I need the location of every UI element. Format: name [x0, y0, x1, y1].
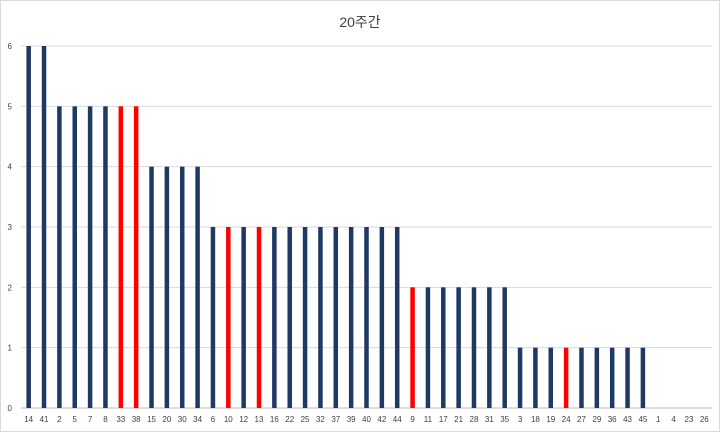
x-tick-label: 8	[103, 415, 108, 424]
x-tick-label: 45	[638, 415, 647, 424]
x-tick-label: 35	[500, 415, 509, 424]
x-tick-label: 32	[316, 415, 325, 424]
x-tick-label: 2	[57, 415, 62, 424]
bar-33	[118, 106, 124, 408]
bar-30	[179, 166, 185, 408]
x-tick-label: 29	[592, 415, 601, 424]
bar-29	[594, 347, 600, 408]
bar-8	[103, 106, 108, 408]
x-tick-label: 30	[178, 415, 187, 424]
bar-32	[318, 227, 323, 408]
bar-35	[502, 287, 507, 408]
x-tick-label: 5	[73, 415, 78, 424]
y-tick-label: 0	[8, 404, 13, 413]
x-tick-label: 11	[424, 415, 433, 424]
x-tick-label: 40	[362, 415, 371, 424]
y-tick-label: 3	[8, 223, 13, 232]
y-axis: 0 1 2 3 4 5 6	[8, 42, 13, 413]
x-tick-label: 39	[347, 415, 356, 424]
bar-42	[379, 227, 385, 408]
x-tick-label: 10	[224, 415, 233, 424]
x-tick-label: 6	[211, 415, 216, 424]
x-tick-label: 1	[656, 415, 661, 424]
x-tick-label: 15	[147, 415, 156, 424]
x-tick-label: 36	[608, 415, 617, 424]
bar-45	[640, 347, 646, 408]
bar-12	[241, 227, 246, 408]
x-tick-label: 4	[671, 415, 676, 424]
x-tick-label: 37	[331, 415, 340, 424]
x-tick-label: 3	[518, 415, 523, 424]
x-tick-label: 17	[439, 415, 448, 424]
bar-7	[87, 106, 93, 408]
bars	[26, 46, 646, 408]
x-tick-label: 22	[285, 415, 294, 424]
bar-22	[287, 227, 292, 408]
bar-15	[149, 166, 154, 408]
bar-44	[394, 227, 400, 408]
x-tick-label: 42	[377, 415, 386, 424]
bar-20	[164, 166, 170, 408]
x-tick-label: 34	[193, 415, 202, 424]
x-tick-label: 16	[270, 415, 279, 424]
y-tick-label: 5	[8, 102, 13, 111]
bar-31	[487, 287, 492, 408]
bar-21	[456, 287, 461, 408]
bar-43	[625, 347, 630, 408]
x-tick-label: 7	[88, 415, 93, 424]
bar-34	[195, 166, 200, 408]
y-tick-label: 6	[8, 42, 13, 51]
bar-28	[471, 287, 477, 408]
bar-10	[226, 227, 231, 408]
x-tick-label: 43	[623, 415, 632, 424]
bar-27	[579, 347, 584, 408]
x-tick-label: 31	[485, 415, 494, 424]
bar-40	[364, 227, 369, 408]
x-tick-label: 13	[255, 415, 264, 424]
x-tick-label: 25	[301, 415, 310, 424]
x-tick-label: 12	[239, 415, 248, 424]
bar-5	[72, 106, 77, 408]
bar-18	[533, 347, 538, 408]
bar-6	[210, 227, 216, 408]
x-tick-label: 27	[577, 415, 586, 424]
bar-39	[348, 227, 354, 408]
x-tick-label: 44	[393, 415, 402, 424]
x-tick-label: 33	[116, 415, 125, 424]
x-tick-label: 26	[700, 415, 709, 424]
x-axis: 14 41 2 5 7 8 33 38 15 20 30 34 6 10 12 13 16 22 25 32 37 39 4…	[24, 415, 709, 424]
bar-2	[57, 106, 62, 408]
bar-25	[302, 227, 308, 408]
bar-37	[333, 227, 339, 408]
x-tick-label: 23	[685, 415, 694, 424]
x-tick-label: 14	[24, 415, 33, 424]
y-tick-label: 2	[8, 283, 13, 292]
bar-11	[425, 287, 431, 408]
x-tick-label: 9	[410, 415, 415, 424]
bar-17	[441, 287, 446, 408]
x-tick-label: 21	[454, 415, 463, 424]
bar-41	[41, 46, 47, 408]
y-tick-label: 1	[8, 344, 13, 353]
x-tick-label: 20	[162, 415, 171, 424]
bar-14	[26, 46, 31, 408]
x-tick-label: 28	[470, 415, 479, 424]
x-tick-label: 38	[132, 415, 141, 424]
bar-24	[563, 347, 569, 408]
y-tick-label: 4	[8, 163, 13, 172]
bar-38	[133, 106, 139, 408]
bar-3	[517, 347, 523, 408]
bar-19	[548, 347, 554, 408]
bar-16	[272, 227, 277, 408]
x-tick-label: 24	[562, 415, 571, 424]
bar-36	[609, 347, 615, 408]
x-tick-label: 18	[531, 415, 540, 424]
bar-13	[256, 227, 262, 408]
x-tick-label: 19	[546, 415, 555, 424]
bar-9	[410, 287, 415, 408]
chart-title: 20주간	[339, 14, 381, 30]
x-tick-label: 41	[40, 415, 49, 424]
